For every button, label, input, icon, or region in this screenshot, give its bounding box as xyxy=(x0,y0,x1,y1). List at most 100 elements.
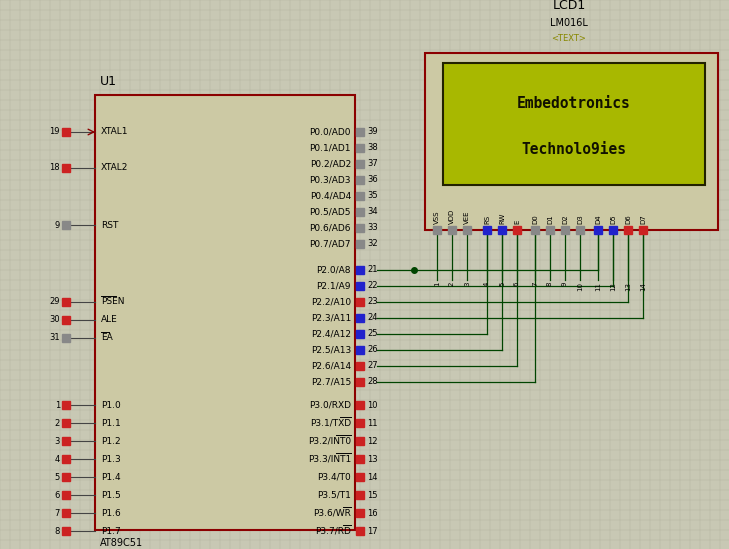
Bar xyxy=(561,226,569,234)
Text: U1: U1 xyxy=(100,75,117,88)
Bar xyxy=(62,164,70,172)
Text: P2.4/A12: P2.4/A12 xyxy=(311,329,351,339)
Text: P3.7/RD: P3.7/RD xyxy=(315,526,351,535)
Text: D5: D5 xyxy=(610,214,616,224)
Bar xyxy=(356,419,364,427)
Text: P1.5: P1.5 xyxy=(101,490,121,500)
Bar xyxy=(62,455,70,463)
Bar xyxy=(513,226,521,234)
Bar xyxy=(62,401,70,409)
Text: P3.1/TXD: P3.1/TXD xyxy=(310,418,351,428)
Text: P0.4/AD4: P0.4/AD4 xyxy=(310,192,351,200)
Bar xyxy=(356,208,364,216)
Text: P2.5/A13: P2.5/A13 xyxy=(311,345,351,355)
Bar xyxy=(62,491,70,499)
Text: VSS: VSS xyxy=(434,210,440,224)
Text: 12: 12 xyxy=(610,282,616,291)
Bar xyxy=(356,527,364,535)
Text: 13: 13 xyxy=(625,282,631,291)
Text: 23: 23 xyxy=(367,298,378,306)
Text: P3.5/T1: P3.5/T1 xyxy=(317,490,351,500)
Bar xyxy=(62,437,70,445)
Text: VEE: VEE xyxy=(464,210,470,224)
Text: LM016L: LM016L xyxy=(550,18,588,28)
Bar xyxy=(356,362,364,370)
Text: 1: 1 xyxy=(434,282,440,287)
Text: 9: 9 xyxy=(55,221,60,229)
Bar xyxy=(624,226,632,234)
Text: 3: 3 xyxy=(464,282,470,287)
Text: 28: 28 xyxy=(367,378,378,386)
Text: P1.0: P1.0 xyxy=(101,401,121,410)
Text: P0.5/AD5: P0.5/AD5 xyxy=(310,208,351,216)
Bar xyxy=(448,226,456,234)
Bar xyxy=(546,226,554,234)
Text: 1: 1 xyxy=(55,401,60,410)
Text: P3.3/INT1: P3.3/INT1 xyxy=(308,455,351,463)
Bar xyxy=(62,509,70,517)
Text: P1.6: P1.6 xyxy=(101,508,121,518)
Text: D0: D0 xyxy=(532,214,538,224)
Text: P0.3/AD3: P0.3/AD3 xyxy=(310,176,351,184)
Text: 26: 26 xyxy=(367,345,378,355)
Bar xyxy=(95,95,355,530)
Text: P2.0/A8: P2.0/A8 xyxy=(316,266,351,274)
Text: P3.4/T0: P3.4/T0 xyxy=(317,473,351,481)
Text: P3.0/RXD: P3.0/RXD xyxy=(309,401,351,410)
Text: D7: D7 xyxy=(640,214,646,224)
Text: P2.1/A9: P2.1/A9 xyxy=(316,282,351,290)
Text: D2: D2 xyxy=(562,214,568,224)
Bar xyxy=(62,473,70,481)
Text: E: E xyxy=(514,220,520,224)
Text: Technolo9ies: Technolo9ies xyxy=(521,143,626,158)
Bar xyxy=(356,282,364,290)
Text: 4: 4 xyxy=(55,455,60,463)
Text: P2.3/A11: P2.3/A11 xyxy=(311,313,351,322)
Text: 14: 14 xyxy=(640,282,646,291)
Text: 16: 16 xyxy=(367,508,378,518)
Bar xyxy=(356,266,364,274)
Text: RS: RS xyxy=(484,215,490,224)
Text: 2: 2 xyxy=(449,282,455,287)
Text: D3: D3 xyxy=(577,214,583,224)
Text: 35: 35 xyxy=(367,192,378,200)
Text: 22: 22 xyxy=(367,282,378,290)
Bar xyxy=(62,527,70,535)
Text: 13: 13 xyxy=(367,455,378,463)
Bar xyxy=(356,298,364,306)
Text: P2.6/A14: P2.6/A14 xyxy=(311,361,351,371)
Text: 6: 6 xyxy=(55,490,60,500)
Text: RW: RW xyxy=(499,212,505,224)
Text: 10: 10 xyxy=(577,282,583,291)
Text: P3.6/WR: P3.6/WR xyxy=(313,508,351,518)
Text: 21: 21 xyxy=(367,266,378,274)
Text: P0.0/AD0: P0.0/AD0 xyxy=(310,127,351,137)
Text: 19: 19 xyxy=(50,127,60,137)
Text: 15: 15 xyxy=(367,490,378,500)
Text: VDD: VDD xyxy=(449,209,455,224)
Text: P0.6/AD6: P0.6/AD6 xyxy=(310,223,351,232)
Text: P3.2/INT0: P3.2/INT0 xyxy=(308,436,351,445)
Text: P1.4: P1.4 xyxy=(101,473,120,481)
Text: 37: 37 xyxy=(367,160,378,169)
Text: P1.2: P1.2 xyxy=(101,436,120,445)
Bar xyxy=(443,63,705,185)
Text: ALE: ALE xyxy=(101,316,118,324)
Text: 8: 8 xyxy=(55,526,60,535)
Bar xyxy=(356,176,364,184)
Bar xyxy=(433,226,441,234)
Bar xyxy=(62,334,70,342)
Bar xyxy=(483,226,491,234)
Text: 8: 8 xyxy=(547,282,553,287)
Bar xyxy=(62,419,70,427)
Bar xyxy=(463,226,471,234)
Text: 10: 10 xyxy=(367,401,378,410)
Bar xyxy=(531,226,539,234)
Bar xyxy=(356,473,364,481)
Text: 34: 34 xyxy=(367,208,378,216)
Text: 2: 2 xyxy=(55,418,60,428)
Text: 4: 4 xyxy=(484,282,490,287)
Text: 11: 11 xyxy=(367,418,378,428)
Text: 7: 7 xyxy=(532,282,538,287)
Text: 39: 39 xyxy=(367,127,378,137)
